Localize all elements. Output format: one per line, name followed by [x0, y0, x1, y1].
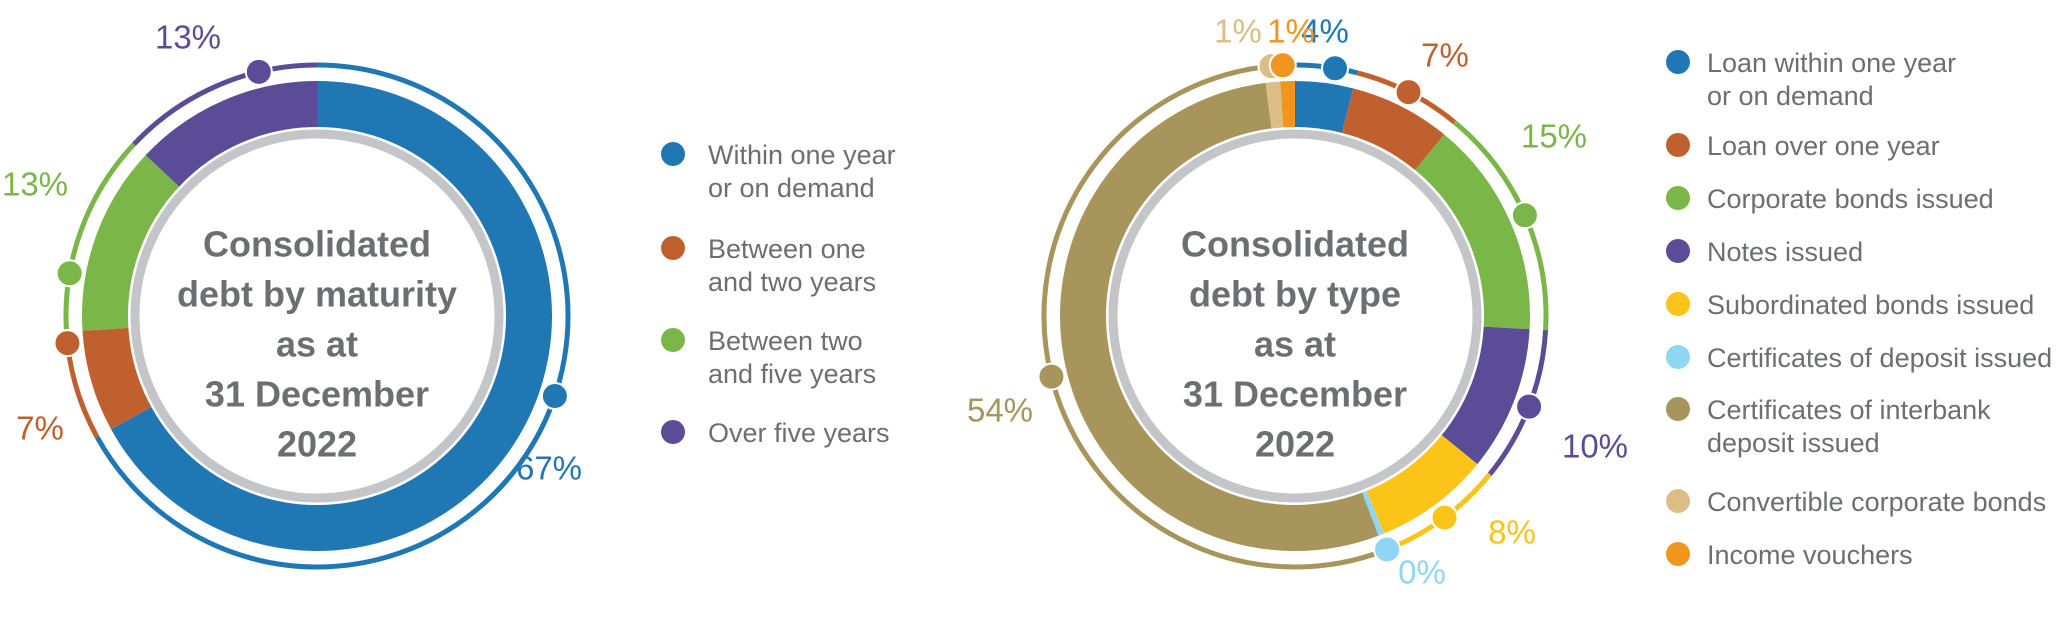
legend-label-6: Certificates of deposit issued — [1707, 343, 2052, 373]
legend-label-7: Certificates of interbank deposit issued — [1707, 395, 1991, 458]
marker-9 — [1268, 51, 1297, 80]
center-text-line-5: 2022 — [1255, 424, 1335, 465]
legend-label-4: Over five years — [708, 418, 890, 448]
marker-6 — [1373, 535, 1402, 564]
legend-swatch-4 — [661, 420, 685, 444]
percent-label-8: 1% — [1214, 13, 1262, 50]
percent-label-1: 67% — [516, 450, 582, 487]
donut-chart-2: 4% 7% 15% 10% 8% 0% 54% 1% 1% Consolidated debt by… — [967, 13, 1628, 591]
legend-swatch-2 — [1666, 133, 1690, 157]
inner-ring — [130, 129, 504, 503]
outer-arc-4 — [132, 62, 318, 146]
center-text-line-3: as at — [1254, 324, 1336, 365]
marker-3 — [55, 259, 84, 288]
legend-label-5: Subordinated bonds issued — [1707, 290, 2034, 320]
legend-swatch-1 — [661, 142, 685, 166]
legend-label-1: Loan within one year or on demand — [1707, 48, 1956, 111]
legend-swatch-3 — [1666, 186, 1690, 210]
percent-label-3: 13% — [2, 166, 68, 203]
center-text-line-4: 31 December — [205, 374, 429, 415]
legend-swatch-9 — [1666, 542, 1690, 566]
legend-swatch-2 — [661, 236, 685, 260]
marker-3 — [1510, 201, 1539, 230]
segment-8 — [1265, 81, 1284, 129]
segment-1 — [111, 81, 552, 551]
center-text-line-3: as at — [276, 324, 358, 365]
center-text-line-1: Consolidated — [203, 224, 431, 265]
center-text-line-5: 2022 — [277, 424, 357, 465]
percent-label-7: 54% — [967, 392, 1033, 429]
legend-label-4: Notes issued — [1707, 237, 1863, 267]
center-text-line-1: Consolidated — [1181, 224, 1409, 265]
percent-label-2: 7% — [16, 410, 64, 447]
percent-label-6: 0% — [1398, 554, 1446, 591]
center-text-line-2: debt by maturity — [177, 274, 457, 315]
segment-2 — [1341, 88, 1445, 171]
segment-3 — [1414, 134, 1530, 330]
legend-swatch-5 — [1666, 292, 1690, 316]
marker-7 — [1037, 362, 1066, 391]
segment-7 — [1060, 82, 1379, 551]
segment-4 — [1441, 326, 1530, 465]
percent-label-4: 13% — [155, 19, 221, 56]
legend-label-3: Between two and five years — [708, 326, 876, 389]
legend-swatch-6 — [1666, 345, 1690, 369]
inner-ring — [1108, 129, 1482, 503]
legend-swatch-8 — [1666, 489, 1690, 513]
donut-chart-1: 67% 7% 13% 13% Consolidated debt by maturity a… — [2, 19, 582, 570]
segment-2 — [82, 327, 152, 430]
legend-swatch-7 — [1666, 397, 1690, 421]
legend-label-8: Convertible corporate bonds — [1707, 487, 2046, 517]
marker-4 — [1515, 392, 1544, 421]
segment-3 — [82, 155, 180, 331]
center-text-line-2: debt by type — [1189, 274, 1401, 315]
marker-4 — [244, 57, 273, 86]
segment-5 — [1366, 434, 1478, 534]
legend-swatch-4 — [1666, 239, 1690, 263]
percent-label-5: 8% — [1488, 514, 1536, 551]
legend-1: Within one year or on demand Between one an… — [661, 140, 896, 448]
percent-label-1: 4% — [1301, 13, 1349, 50]
percent-label-4: 10% — [1562, 428, 1628, 465]
segment-6 — [1362, 490, 1384, 536]
percent-label-9: 1% — [1267, 13, 1315, 50]
marker-2 — [1394, 78, 1423, 107]
legend-swatch-3 — [661, 328, 685, 352]
center-text-line-4: 31 December — [1183, 374, 1407, 415]
percent-label-2: 7% — [1421, 37, 1469, 74]
legend-swatch-1 — [1666, 50, 1690, 74]
marker-1 — [540, 382, 569, 411]
outer-arc-1 — [94, 62, 571, 570]
marker-2 — [53, 329, 82, 358]
legend-label-9: Income vouchers — [1707, 540, 1913, 570]
legend-label-2: Loan over one year — [1707, 131, 1940, 161]
marker-1 — [1321, 54, 1350, 83]
marker-5 — [1430, 503, 1459, 532]
legend-label-2: Between one and two years — [708, 234, 876, 297]
legend-2: Loan within one year or on demand Loan ove… — [1666, 48, 2052, 570]
segment-4 — [145, 81, 318, 187]
percent-label-3: 15% — [1521, 118, 1587, 155]
outer-arc-3 — [63, 142, 136, 332]
legend-label-3: Corporate bonds issued — [1707, 184, 1994, 214]
segment-1 — [1294, 81, 1354, 134]
legend-label-1: Within one year or on demand — [708, 140, 896, 203]
